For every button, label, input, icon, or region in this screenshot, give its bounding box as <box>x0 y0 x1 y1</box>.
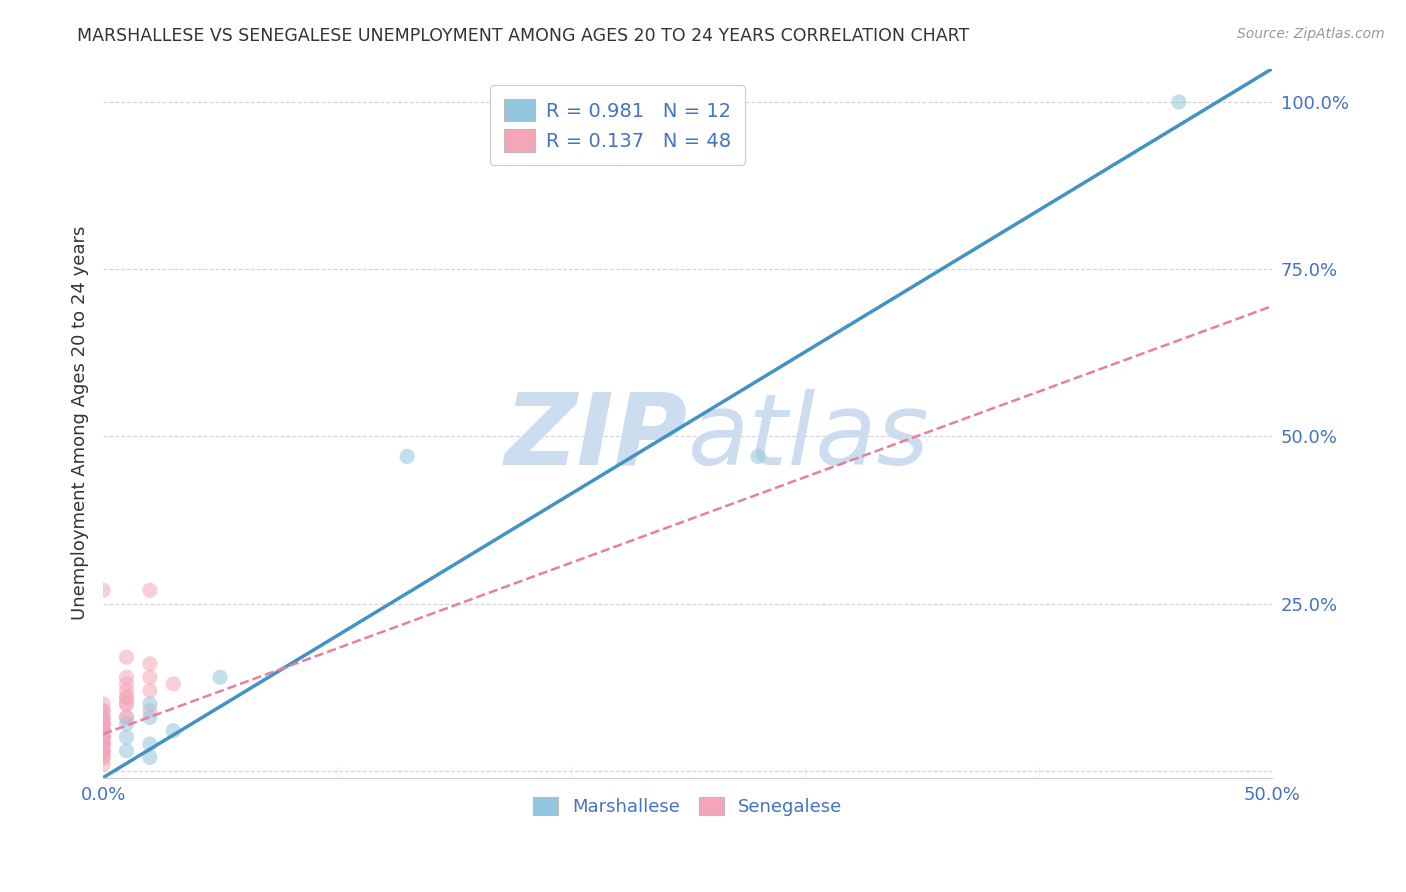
Point <box>139 737 162 751</box>
Point <box>209 670 232 684</box>
Point <box>115 731 138 745</box>
Point <box>115 697 138 711</box>
Point <box>139 657 162 671</box>
Point <box>91 757 114 772</box>
Point <box>91 737 114 751</box>
Point <box>139 704 162 718</box>
Point <box>91 717 114 731</box>
Point <box>91 737 114 751</box>
Point <box>139 683 162 698</box>
Y-axis label: Unemployment Among Ages 20 to 24 years: Unemployment Among Ages 20 to 24 years <box>72 226 89 620</box>
Point <box>139 710 162 724</box>
Point <box>91 704 114 718</box>
Text: MARSHALLESE VS SENEGALESE UNEMPLOYMENT AMONG AGES 20 TO 24 YEARS CORRELATION CHA: MARSHALLESE VS SENEGALESE UNEMPLOYMENT A… <box>77 27 970 45</box>
Point <box>91 710 114 724</box>
Point <box>91 723 114 738</box>
Point <box>91 723 114 738</box>
Point <box>91 710 114 724</box>
Point <box>91 723 114 738</box>
Point <box>115 677 138 691</box>
Point <box>115 697 138 711</box>
Point <box>91 737 114 751</box>
Point <box>91 731 114 745</box>
Point <box>139 697 162 711</box>
Point <box>115 710 138 724</box>
Point <box>91 731 114 745</box>
Point <box>747 450 769 464</box>
Point <box>162 723 184 738</box>
Point <box>115 670 138 684</box>
Point <box>91 717 114 731</box>
Point <box>115 683 138 698</box>
Point <box>115 690 138 705</box>
Point <box>91 731 114 745</box>
Point <box>139 583 162 598</box>
Point <box>115 650 138 665</box>
Point <box>115 710 138 724</box>
Point <box>139 750 162 764</box>
Point <box>91 731 114 745</box>
Point <box>115 690 138 705</box>
Text: Source: ZipAtlas.com: Source: ZipAtlas.com <box>1237 27 1385 41</box>
Legend: Marshallese, Senegalese: Marshallese, Senegalese <box>524 788 852 825</box>
Point <box>91 717 114 731</box>
Point <box>91 704 114 718</box>
Point <box>1168 95 1191 109</box>
Point <box>91 737 114 751</box>
Point <box>91 723 114 738</box>
Point <box>115 744 138 758</box>
Point <box>91 750 114 764</box>
Point <box>115 717 138 731</box>
Point <box>139 670 162 684</box>
Point <box>396 450 419 464</box>
Point <box>91 744 114 758</box>
Point <box>91 717 114 731</box>
Text: ZIP: ZIP <box>505 389 688 486</box>
Point <box>91 744 114 758</box>
Point <box>91 717 114 731</box>
Text: atlas: atlas <box>688 389 929 486</box>
Point <box>91 710 114 724</box>
Point <box>162 677 184 691</box>
Point <box>91 697 114 711</box>
Point <box>91 583 114 598</box>
Point <box>91 744 114 758</box>
Point <box>91 750 114 764</box>
Point <box>91 723 114 738</box>
Point <box>91 731 114 745</box>
